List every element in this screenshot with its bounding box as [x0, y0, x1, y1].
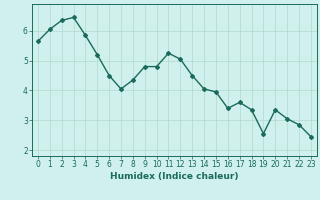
X-axis label: Humidex (Indice chaleur): Humidex (Indice chaleur): [110, 172, 239, 181]
